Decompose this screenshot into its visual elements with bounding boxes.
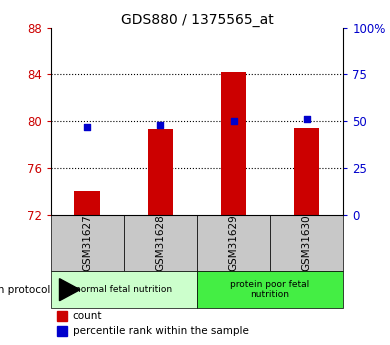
- Point: [157, 122, 163, 128]
- Bar: [51, 271, 197, 308]
- Point: [230, 118, 237, 124]
- Bar: [57, 311, 67, 321]
- Text: GSM31628: GSM31628: [155, 215, 165, 271]
- Point: [303, 117, 310, 122]
- Bar: [197, 215, 270, 271]
- Bar: [74, 191, 100, 215]
- Text: normal fetal nutrition: normal fetal nutrition: [75, 285, 172, 294]
- Bar: [270, 215, 343, 271]
- Text: GSM31627: GSM31627: [82, 215, 92, 271]
- Bar: [294, 128, 319, 215]
- Bar: [221, 72, 246, 215]
- Bar: [147, 129, 173, 215]
- Text: GSM31630: GSM31630: [301, 215, 312, 271]
- Polygon shape: [59, 279, 80, 301]
- Point: [84, 124, 90, 129]
- Text: count: count: [73, 311, 102, 321]
- Title: GDS880 / 1375565_at: GDS880 / 1375565_at: [121, 12, 273, 27]
- Bar: [57, 326, 67, 336]
- Text: growth protocol: growth protocol: [0, 285, 51, 295]
- Bar: [124, 215, 197, 271]
- Bar: [51, 215, 124, 271]
- Bar: [197, 271, 343, 308]
- Text: percentile rank within the sample: percentile rank within the sample: [73, 326, 248, 336]
- Text: GSM31629: GSM31629: [229, 215, 239, 271]
- Text: protein poor fetal
nutrition: protein poor fetal nutrition: [230, 280, 310, 299]
